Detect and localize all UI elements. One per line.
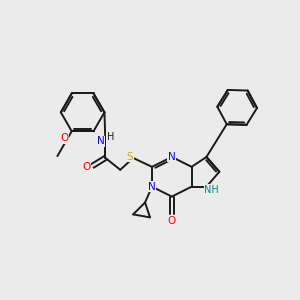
Text: O: O [61, 133, 69, 143]
Text: NH: NH [204, 184, 219, 195]
Text: N: N [148, 182, 156, 192]
Text: O: O [82, 162, 91, 172]
Text: H: H [107, 132, 114, 142]
Text: N: N [97, 136, 104, 146]
Text: N: N [168, 152, 176, 162]
Text: O: O [168, 216, 176, 226]
Text: S: S [127, 152, 134, 162]
